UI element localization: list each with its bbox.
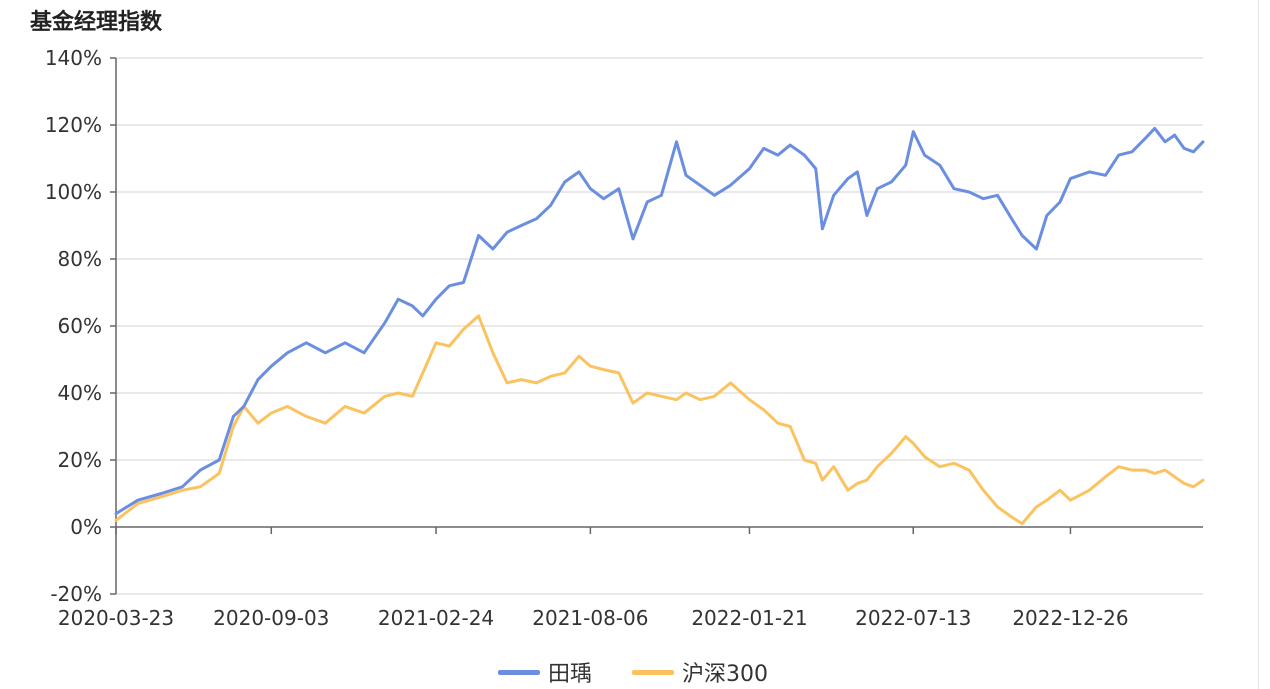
series-lines bbox=[114, 126, 1205, 526]
legend-item-tianyu[interactable]: 田瑀 bbox=[498, 656, 592, 688]
y-tick-label: 140% bbox=[45, 46, 102, 70]
y-tick-label: -20% bbox=[50, 582, 102, 606]
y-tick-label: 80% bbox=[58, 247, 102, 271]
y-tick-label: 60% bbox=[58, 314, 102, 338]
panel-divider bbox=[1258, 0, 1259, 689]
y-tick-label: 0% bbox=[70, 515, 102, 539]
legend-swatch-tianyu bbox=[498, 669, 540, 675]
series-line-hs300 bbox=[114, 314, 1205, 526]
x-tick-label: 2021-08-06 bbox=[532, 606, 648, 630]
x-tick-label: 2022-07-13 bbox=[855, 606, 971, 630]
x-tick-label: 2020-03-23 bbox=[58, 606, 174, 630]
x-axis: 2020-03-23 2020-09-03 2021-02-24 2021-08-06… bbox=[58, 526, 1203, 630]
x-tick-label: 2022-12-26 bbox=[1012, 606, 1128, 630]
y-tick-label: 100% bbox=[45, 180, 102, 204]
legend-item-hs300[interactable]: 沪深300 bbox=[632, 656, 768, 688]
legend-label-tianyu: 田瑀 bbox=[548, 662, 593, 687]
legend-swatch-hs300 bbox=[632, 669, 674, 675]
chart-title: 基金经理指数 bbox=[30, 10, 163, 35]
y-axis: 140% 120% 100% 80% 60% 40% 20% 0% -20% bbox=[45, 46, 117, 606]
legend[interactable]: 田瑀 沪深300 bbox=[0, 656, 1270, 688]
y-tick-label: 20% bbox=[58, 448, 102, 472]
x-tick-label: 2021-02-24 bbox=[378, 606, 494, 630]
x-tick-label: 2020-09-03 bbox=[213, 606, 329, 630]
legend-label-hs300: 沪深300 bbox=[682, 662, 768, 687]
grid-lines bbox=[116, 57, 1203, 595]
series-line-tianyu bbox=[114, 126, 1205, 516]
y-tick-label: 40% bbox=[58, 381, 102, 405]
x-tick-label: 2022-01-21 bbox=[691, 606, 807, 630]
y-tick-label: 120% bbox=[45, 113, 102, 137]
